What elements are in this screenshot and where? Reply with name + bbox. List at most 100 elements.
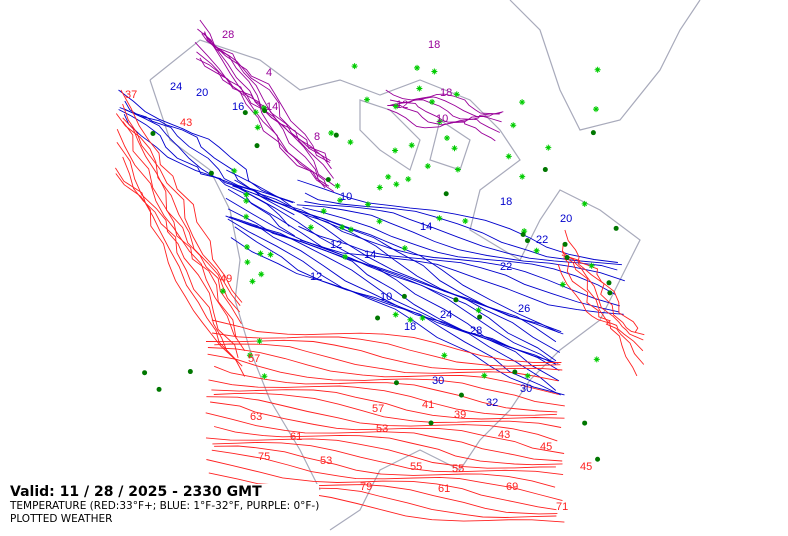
red-contour-label: 55 [410,461,422,473]
blue-contour-label: 26 [518,303,530,315]
red-contour-15 [212,441,564,476]
snow-symbol [254,124,261,131]
purple-contour-6 [194,41,326,189]
snow-symbol [385,173,392,180]
blue-contour-label: 12 [310,271,322,283]
rain-symbol [512,369,518,375]
purple-contour-0 [199,19,331,163]
red-contour-7 [208,379,557,416]
red-contour-5 [207,353,565,407]
coastline-4 [429,119,471,171]
snow-symbol [334,182,341,189]
snow-symbol [453,91,460,98]
snow-symbol [581,200,588,207]
snow-symbol [257,250,264,257]
snow-symbol [451,145,458,152]
snow-symbol [348,226,355,233]
purple-contour-7 [196,51,327,187]
purple-contour-north-5 [387,108,496,142]
blue-contour-label: 12 [330,239,342,251]
red-contour-label: 71 [556,501,568,513]
red-contour-1 [212,332,561,367]
snow-symbol [243,213,250,220]
rain-symbol [401,293,407,299]
snow-symbol [443,135,450,142]
rain-symbol [453,297,459,303]
purple-contour-label: 18 [440,87,452,99]
red-contour-label: 53 [376,423,388,435]
red-contour-9 [213,392,562,428]
red-contour-label: 41 [422,399,434,411]
blue-contour-label: 30 [432,375,444,387]
snow-symbol [376,184,383,191]
rain-symbol [524,238,530,244]
red-contour-west-8 [115,167,243,367]
map-legend: Valid: 11 / 28 / 2025 - 2330 GMT TEMPERA… [10,484,320,526]
blue-contour-label: 14 [420,221,432,233]
red-contour-west-6 [116,142,239,359]
purple-contour-label: 18 [428,39,440,51]
rain-symbol [242,110,248,116]
snow-symbol [510,122,517,129]
snow-symbol [351,63,358,70]
red-contour-label: 61 [438,483,450,495]
snow-symbol [320,208,327,215]
blue-contour-west-2 [119,107,290,207]
snow-symbol [252,109,259,116]
rain-symbol [613,225,619,231]
purple-contour-label: 4 [266,67,272,79]
purple-contour-north-0 [385,89,502,115]
blue-contour-east-5 [302,213,621,307]
red-contour-east-4 [563,257,645,365]
red-contour-label: 57 [248,353,260,365]
red-contour-3 [214,343,559,382]
snow-symbol [363,96,370,103]
rain-symbol [595,456,601,462]
rain-symbol [477,314,483,320]
red-contour-west-4 [122,121,237,339]
red-contour-label: 45 [540,441,552,453]
red-contour-label: 55 [452,463,464,475]
snow-symbol [401,245,408,252]
rain-symbol [254,143,260,149]
blue-contour-3 [232,185,557,343]
rain-symbol [562,241,568,247]
blue-contour-west-4 [118,109,290,227]
rain-symbol [564,254,570,260]
red-contour-label: 75 [258,451,270,463]
snow-symbol [429,98,436,105]
red-contour-label: 61 [290,431,302,443]
snow-symbol [414,64,421,71]
blue-contour-11 [227,218,557,391]
blue-contour-6 [225,197,556,365]
blue-contour-8 [225,215,557,365]
snow-symbol [588,262,595,269]
red-contour-label: 63 [250,411,262,423]
red-contour-west-1 [122,103,241,306]
rain-symbol [443,191,449,197]
snow-symbol [424,163,431,170]
red-contour-16 [214,445,556,488]
rain-symbol [520,232,526,238]
snow-symbol [416,85,423,92]
coastline-1 [149,79,321,491]
snow-symbol [505,153,512,160]
red-contour-label: 39 [454,409,466,421]
snow-symbol [519,99,526,106]
snow-symbol [462,217,469,224]
snow-symbol [231,167,238,174]
snow-symbol [392,147,399,154]
red-contour-west-0 [120,89,243,303]
red-contour-label: 49 [220,273,232,285]
red-contour-east-2 [561,251,644,341]
blue-contour-east-6 [298,225,620,313]
snow-symbol [436,215,443,222]
blue-contour-east-2 [304,201,618,271]
purple-contour-north-3 [394,101,502,123]
blue-contour-label: 30 [520,383,532,395]
red-contour-17 [211,449,563,502]
snow-symbol [256,338,263,345]
snow-symbol [593,356,600,363]
snow-symbol [559,281,566,288]
